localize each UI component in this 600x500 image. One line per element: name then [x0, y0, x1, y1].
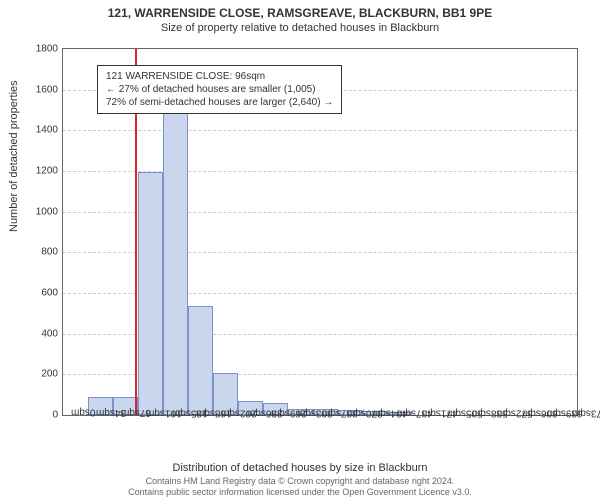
x-axis-label: Distribution of detached houses by size …	[0, 462, 600, 474]
chart-title-line2: Size of property relative to detached ho…	[0, 20, 600, 34]
annotation-box: 121 WARRENSIDE CLOSE: 96sqm ← 27% of det…	[97, 65, 342, 114]
ytick-label: 200	[8, 369, 58, 380]
histogram-chart: 121, WARRENSIDE CLOSE, RAMSGREAVE, BLACK…	[0, 0, 600, 500]
ytick-label: 0	[8, 410, 58, 421]
annotation-line-1: 121 WARRENSIDE CLOSE: 96sqm	[106, 70, 333, 83]
plot-area: 121 WARRENSIDE CLOSE: 96sqm ← 27% of det…	[62, 48, 578, 416]
attribution-line-2: Contains public sector information licen…	[0, 487, 600, 498]
attribution: Contains HM Land Registry data © Crown c…	[0, 476, 600, 498]
chart-title-line1: 121, WARRENSIDE CLOSE, RAMSGREAVE, BLACK…	[0, 0, 600, 20]
ytick-label: 1000	[8, 206, 58, 217]
attribution-line-1: Contains HM Land Registry data © Crown c…	[0, 476, 600, 487]
annotation-line-3: 72% of semi-detached houses are larger (…	[106, 96, 333, 109]
ytick-label: 1200	[8, 166, 58, 177]
ytick-label: 400	[8, 328, 58, 339]
gridline	[63, 130, 577, 131]
ytick-label: 600	[8, 288, 58, 299]
histogram-bar	[163, 106, 188, 415]
histogram-bar	[138, 172, 163, 415]
ytick-label: 1400	[8, 125, 58, 136]
ytick-label: 800	[8, 247, 58, 258]
annotation-line-2: ← 27% of detached houses are smaller (1,…	[106, 83, 333, 96]
histogram-bar	[188, 306, 213, 415]
ytick-label: 1600	[8, 84, 58, 95]
ytick-label: 1800	[8, 44, 58, 55]
